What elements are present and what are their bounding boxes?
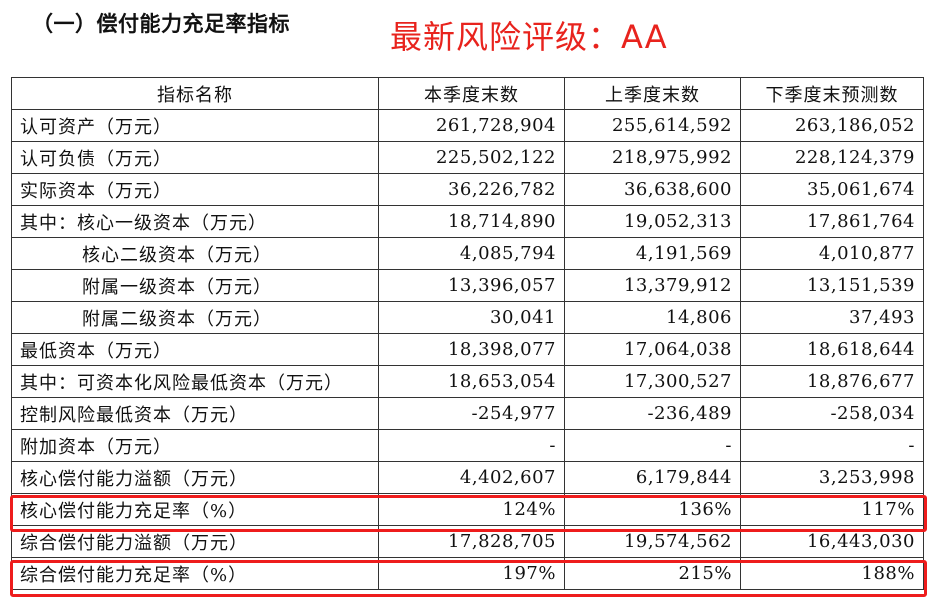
previous-value: 255,614,592 [564,109,741,142]
forecast-value: 17,861,764 [740,205,924,238]
table-row: 附属一级资本（万元） 13,396,057 13,379,912 13,151,… [11,269,924,302]
previous-value: 6,179,844 [564,461,741,494]
table-row: 核心二级资本（万元） 4,085,794 4,191,569 4,010,877 [11,237,924,270]
current-value: -254,977 [378,397,565,430]
forecast-value: 4,010,877 [740,237,924,270]
forecast-value: - [740,429,924,462]
previous-value: 218,975,992 [564,141,741,174]
previous-value: 14,806 [564,301,741,334]
current-value: 36,226,782 [378,173,565,206]
forecast-value: 18,876,677 [740,365,924,398]
row-label: 控制风险最低资本（万元） [11,397,379,430]
header-previous-quarter: 上季度末数 [564,77,741,110]
row-label: 认可负债（万元） [11,141,379,174]
current-value: 13,396,057 [378,269,565,302]
table-row: 实际资本（万元） 36,226,782 36,638,600 35,061,67… [11,173,924,206]
section-title: （一）偿付能力充足率指标 [32,12,290,36]
row-label: 附属一级资本（万元） [11,269,379,302]
previous-value: - [564,429,741,462]
row-label: 核心偿付能力溢额（万元） [11,461,379,494]
previous-value: 13,379,912 [564,269,741,302]
current-value: 4,402,607 [378,461,565,494]
row-label: 其中：核心一级资本（万元） [11,205,379,238]
previous-value: 17,064,038 [564,333,741,366]
table-row: 其中：核心一级资本（万元） 18,714,890 19,052,313 17,8… [11,205,924,238]
forecast-value: 37,493 [740,301,924,334]
current-value: 225,502,122 [378,141,565,174]
previous-value: 136% [564,493,741,526]
table-header-row: 指标名称 本季度末数 上季度末数 下季度末预测数 [11,77,924,110]
current-value: 17,828,705 [378,525,565,558]
current-value: 261,728,904 [378,109,565,142]
previous-value: 19,052,313 [564,205,741,238]
forecast-value: 18,618,644 [740,333,924,366]
table-row: 认可负债（万元） 225,502,122 218,975,992 228,124… [11,141,924,174]
row-label: 综合偿付能力充足率（%） [11,557,379,590]
previous-value: 4,191,569 [564,237,741,270]
forecast-value: 35,061,674 [740,173,924,206]
row-label: 附加资本（万元） [11,429,379,462]
table-row: 核心偿付能力溢额（万元） 4,402,607 6,179,844 3,253,9… [11,461,924,494]
forecast-value: -258,034 [740,397,924,430]
forecast-value: 228,124,379 [740,141,924,174]
row-label: 实际资本（万元） [11,173,379,206]
forecast-value: 3,253,998 [740,461,924,494]
previous-value: 36,638,600 [564,173,741,206]
risk-rating: 最新风险评级：AA [390,18,668,56]
table-row: 附加资本（万元） - - - [11,429,924,462]
current-value: - [378,429,565,462]
current-value: 18,714,890 [378,205,565,238]
table-row: 核心偿付能力充足率（%） 124% 136% 117% [11,493,924,526]
current-value: 4,085,794 [378,237,565,270]
table-row: 控制风险最低资本（万元） -254,977 -236,489 -258,034 [11,397,924,430]
previous-value: 19,574,562 [564,525,741,558]
forecast-value: 188% [740,557,924,590]
forecast-value: 117% [740,493,924,526]
header-next-quarter-forecast: 下季度末预测数 [740,77,924,110]
header-current-quarter: 本季度末数 [378,77,565,110]
table-row: 综合偿付能力溢额（万元） 17,828,705 19,574,562 16,44… [11,525,924,558]
table-row: 其中：可资本化风险最低资本（万元） 18,653,054 17,300,527 … [11,365,924,398]
row-label: 核心偿付能力充足率（%） [11,493,379,526]
current-value: 124% [378,493,565,526]
previous-value: 17,300,527 [564,365,741,398]
row-label: 其中：可资本化风险最低资本（万元） [11,365,379,398]
forecast-value: 263,186,052 [740,109,924,142]
current-value: 30,041 [378,301,565,334]
table-row: 认可资产（万元） 261,728,904 255,614,592 263,186… [11,109,924,142]
current-value: 197% [378,557,565,590]
row-label: 综合偿付能力溢额（万元） [11,525,379,558]
table-row: 最低资本（万元） 18,398,077 17,064,038 18,618,64… [11,333,924,366]
row-label: 附属二级资本（万元） [11,301,379,334]
row-label: 最低资本（万元） [11,333,379,366]
previous-value: -236,489 [564,397,741,430]
forecast-value: 16,443,030 [740,525,924,558]
previous-value: 215% [564,557,741,590]
header-indicator-name: 指标名称 [11,77,379,110]
forecast-value: 13,151,539 [740,269,924,302]
row-label: 认可资产（万元） [11,109,379,142]
table-row: 综合偿付能力充足率（%） 197% 215% 188% [11,557,924,590]
current-value: 18,398,077 [378,333,565,366]
row-label: 核心二级资本（万元） [11,237,379,270]
table-row: 附属二级资本（万元） 30,041 14,806 37,493 [11,301,924,334]
solvency-ratio-table: 指标名称 本季度末数 上季度末数 下季度末预测数 认可资产（万元） 261,72… [11,77,924,590]
current-value: 18,653,054 [378,365,565,398]
